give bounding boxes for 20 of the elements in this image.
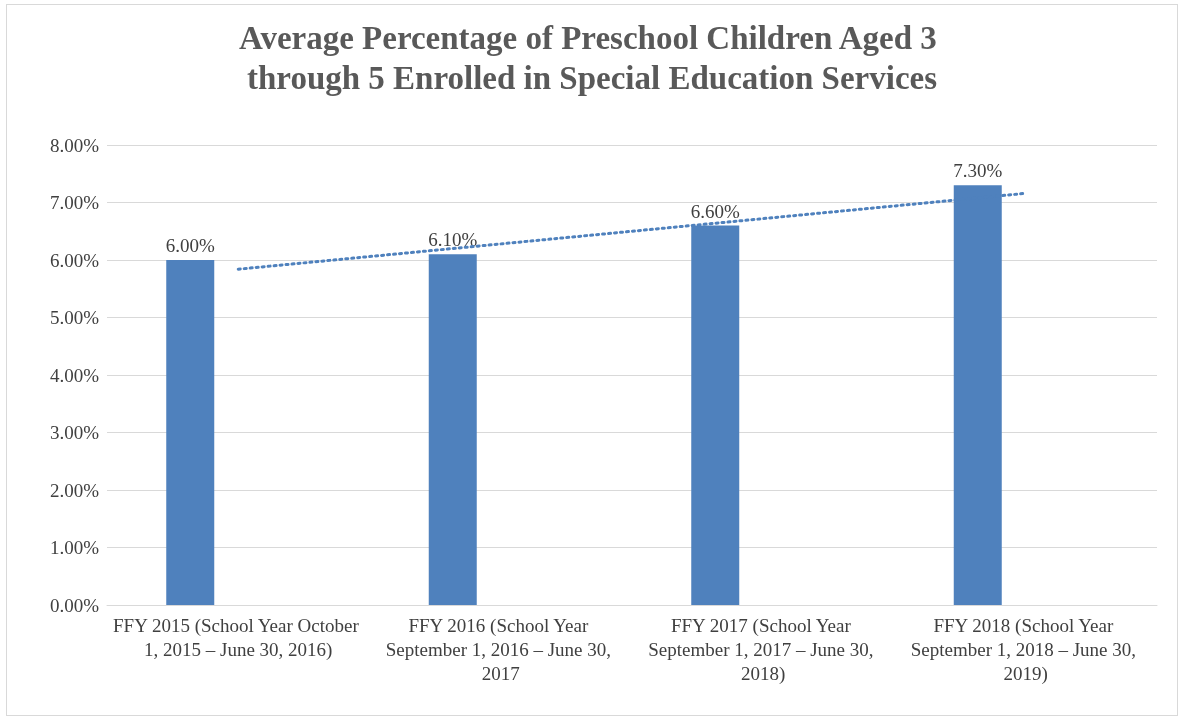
y-tick-label: 8.00%	[49, 134, 100, 156]
x-tick-label: FFY 2018 (School Year September 1, 2018 – June 30, 2019)	[910, 614, 1141, 685]
y-tick-label: 6.00%	[49, 249, 100, 271]
y-tick-label: 0.00%	[49, 594, 100, 616]
bar	[166, 260, 215, 605]
data-label: 6.00%	[165, 235, 215, 256]
y-tick-label: 3.00%	[49, 422, 100, 443]
chart-title: Average Percentage of Preschool Children Aged 3 through 5 Enrolled in Special Education Services	[238, 20, 946, 96]
x-tick-label: FFY 2015 (School Year October 1, 2015 – June 30, 2016)	[112, 614, 364, 661]
data-label: 6.60%	[690, 200, 740, 222]
data-label: 7.30%	[953, 160, 1003, 182]
data-label: 6.10%	[428, 229, 478, 251]
y-tick-label: 1.00%	[49, 537, 100, 558]
y-tick-label: 4.00%	[49, 364, 100, 386]
bar	[428, 254, 477, 605]
y-tick-label: 5.00%	[49, 307, 100, 328]
y-tick-label: 7.00%	[49, 192, 100, 213]
x-tick-label: FFY 2016 (School Year September 1, 2016 – June 30, 2017	[385, 614, 616, 684]
x-tick-label: FFY 2017 (School Year September 1, 2017 – June 30, 2018)	[648, 614, 879, 685]
y-tick-label: 2.00%	[49, 479, 100, 501]
